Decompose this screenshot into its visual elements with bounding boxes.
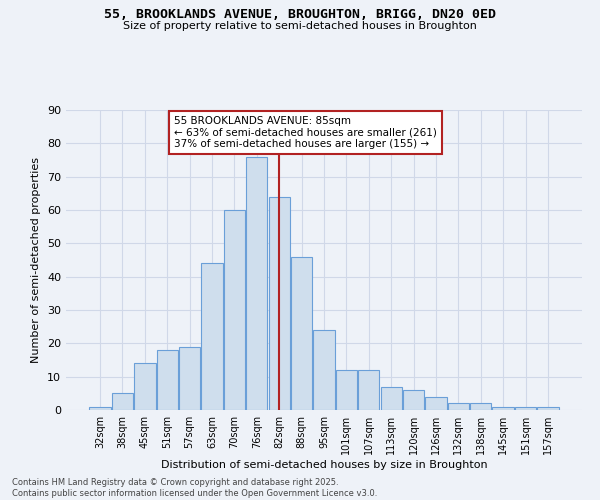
Text: Size of property relative to semi-detached houses in Broughton: Size of property relative to semi-detach… (123, 21, 477, 31)
Bar (515, 406, 536, 410)
Bar (493, 406, 514, 410)
Bar (89, 406, 111, 410)
Text: 55 BROOKLANDS AVENUE: 85sqm
← 63% of semi-detached houses are smaller (261)
37% : 55 BROOKLANDS AVENUE: 85sqm ← 63% of sem… (175, 116, 437, 149)
Bar (246, 156, 268, 410)
Bar (313, 330, 335, 410)
Bar (224, 210, 245, 410)
Bar (157, 350, 178, 410)
Text: Contains HM Land Registry data © Crown copyright and database right 2025.
Contai: Contains HM Land Registry data © Crown c… (12, 478, 377, 498)
Bar (112, 394, 133, 410)
Bar (202, 264, 223, 410)
Bar (403, 390, 424, 410)
Y-axis label: Number of semi-detached properties: Number of semi-detached properties (31, 157, 41, 363)
Bar (269, 196, 290, 410)
Bar (537, 406, 559, 410)
Bar (134, 364, 155, 410)
X-axis label: Distribution of semi-detached houses by size in Broughton: Distribution of semi-detached houses by … (161, 460, 487, 470)
Bar (358, 370, 379, 410)
Bar (336, 370, 357, 410)
Bar (380, 386, 402, 410)
Bar (425, 396, 446, 410)
Bar (470, 404, 491, 410)
Bar (179, 346, 200, 410)
Text: 55, BROOKLANDS AVENUE, BROUGHTON, BRIGG, DN20 0ED: 55, BROOKLANDS AVENUE, BROUGHTON, BRIGG,… (104, 8, 496, 20)
Bar (448, 404, 469, 410)
Bar (291, 256, 312, 410)
